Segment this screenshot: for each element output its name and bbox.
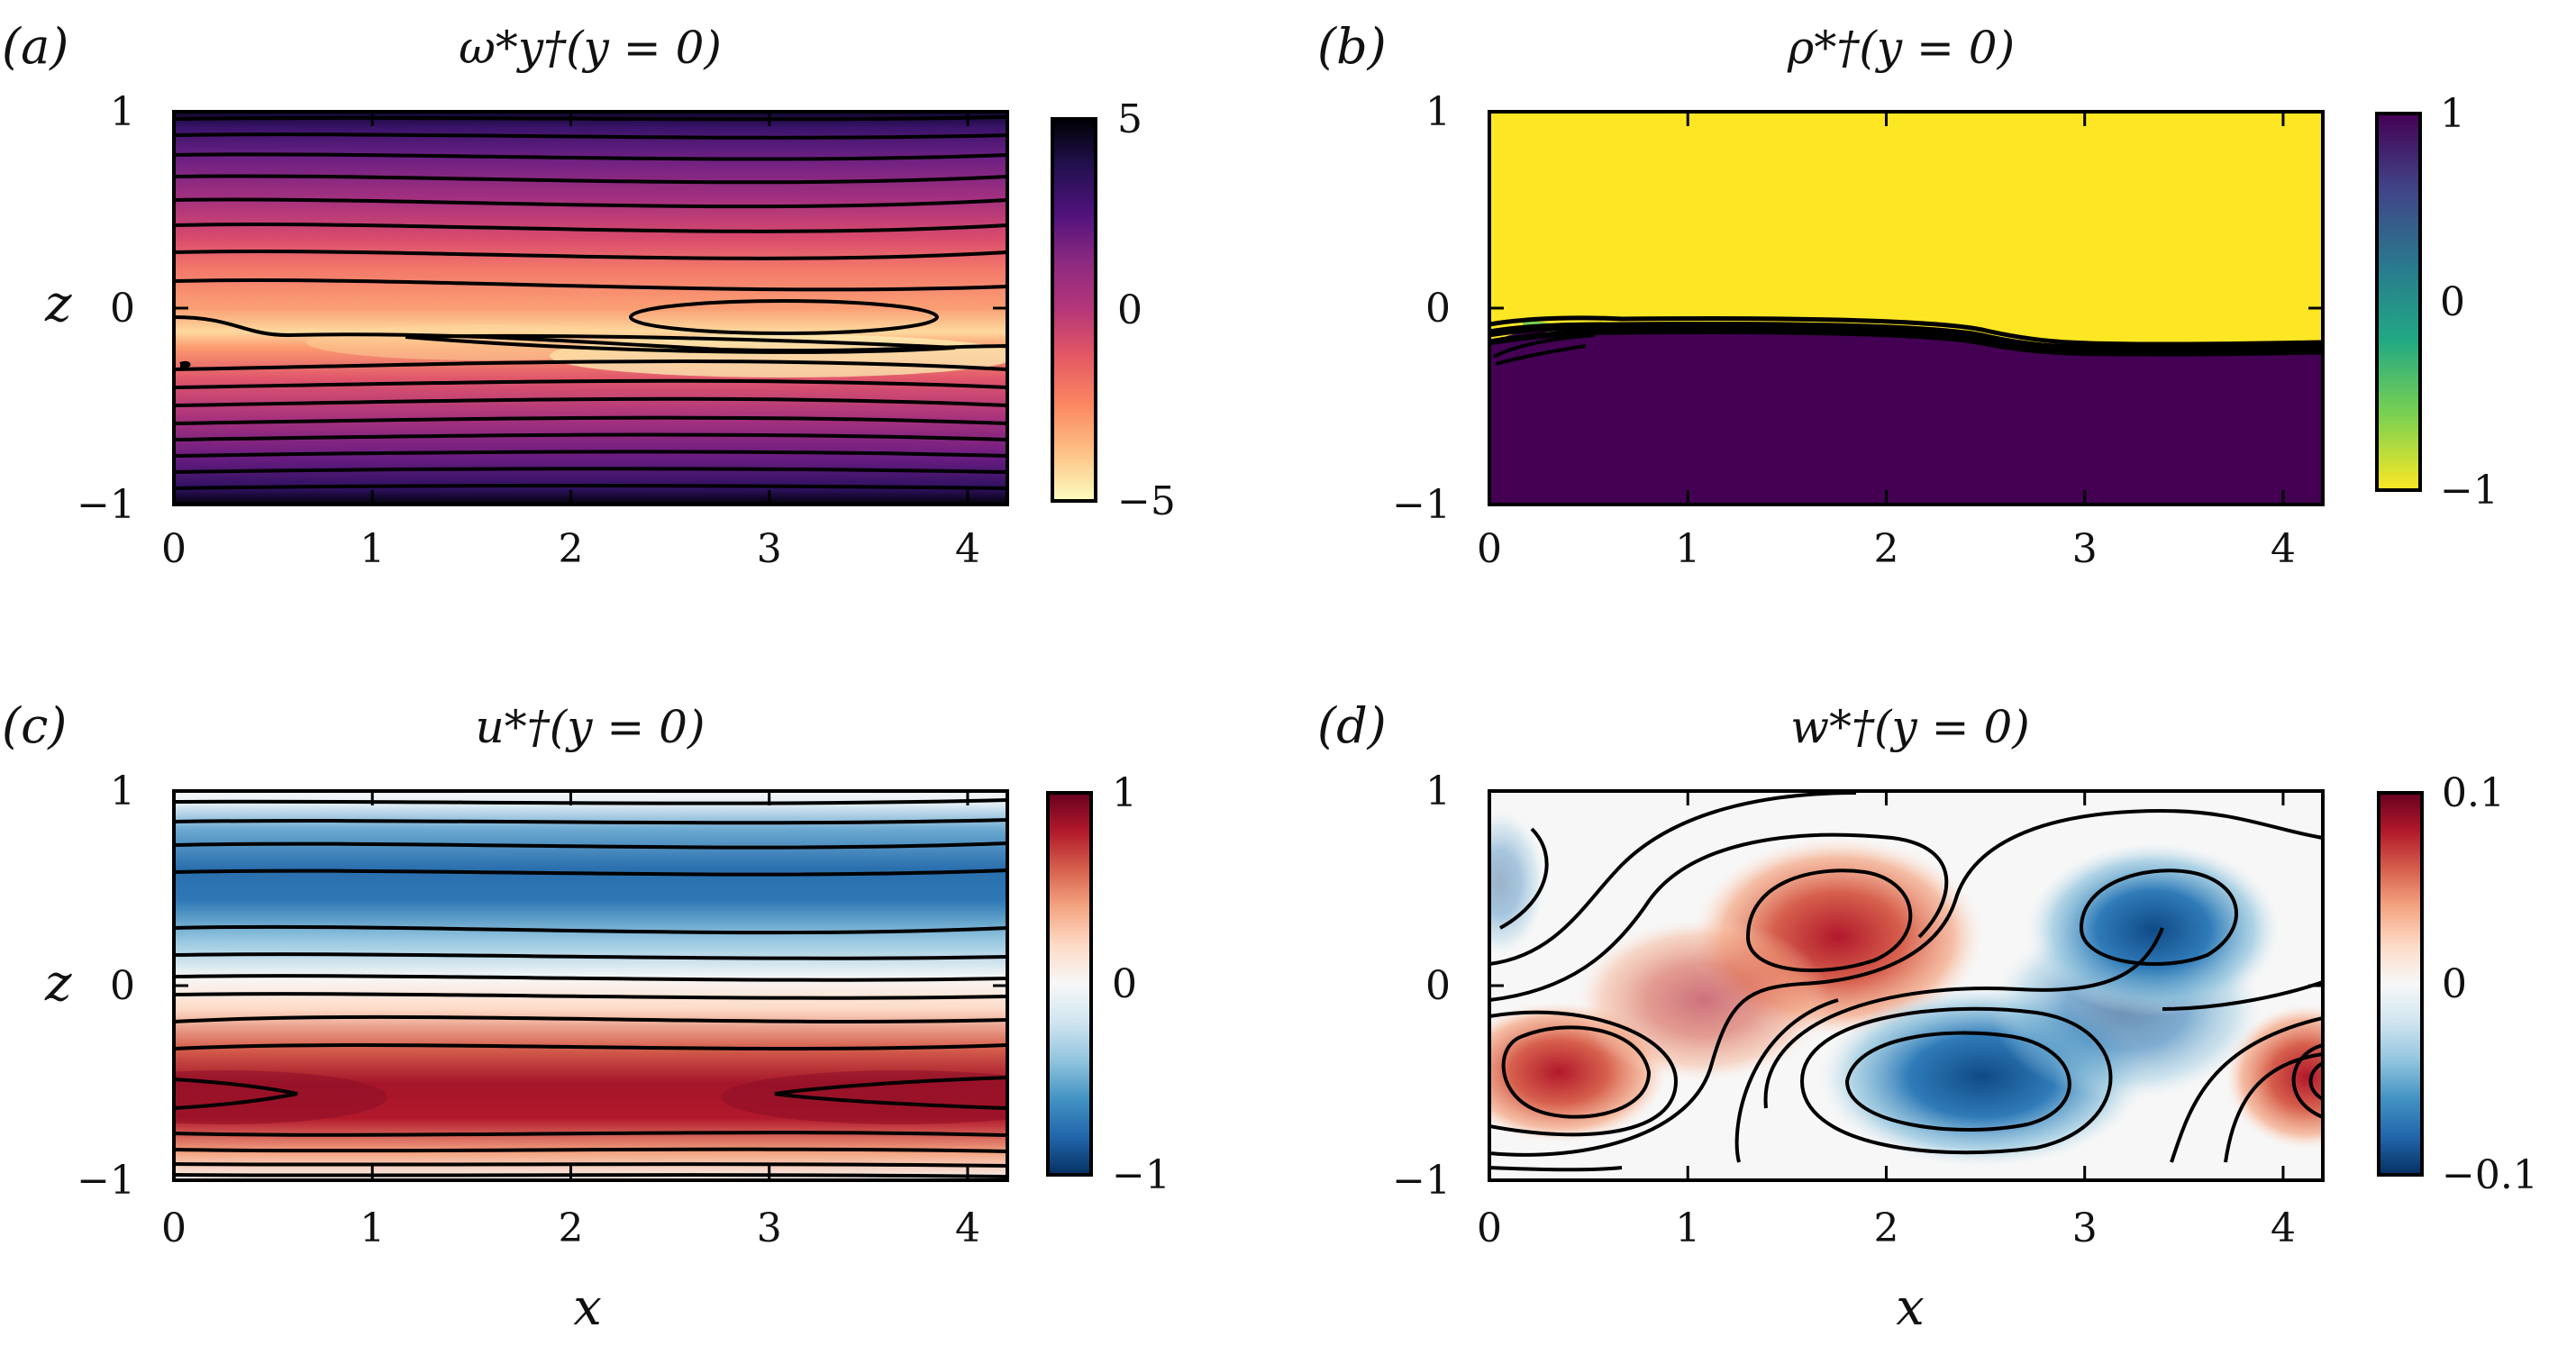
contour-lines-c xyxy=(174,798,1007,1178)
y-tick-label: 1 xyxy=(110,768,135,814)
x-tick-label: 4 xyxy=(2271,526,2296,572)
contour-lines-d xyxy=(1489,791,2323,1172)
panel-a: (a) ω*y†(y = 0) xyxy=(2,18,1176,572)
panel-label-a: (a) xyxy=(2,18,68,75)
x-tick-label: 4 xyxy=(955,1205,980,1251)
x-tick-label: 2 xyxy=(1873,526,1898,572)
x-ticks-c: 0 1 2 3 4 xyxy=(161,791,980,1251)
x-tick-label: 1 xyxy=(360,1205,385,1251)
x-tick-label: 3 xyxy=(757,1205,782,1251)
colorbar-tick-label: −1 xyxy=(1112,1152,1170,1198)
x-tick-label: 1 xyxy=(1675,526,1700,572)
colorbar-b xyxy=(2375,112,2422,492)
colorbar-tick-label: −0.1 xyxy=(2442,1152,2538,1198)
colorbar-tick-label: 0 xyxy=(2442,961,2467,1007)
x-tick-label: 4 xyxy=(955,526,980,572)
panel-c: (c) u*†(y = 0) 0 1 2 3 4 −1 0 1 xyxy=(2,697,1170,1337)
y-tick-label: −1 xyxy=(1392,1158,1451,1204)
x-ticks-d: 0 1 2 3 4 xyxy=(1477,791,2296,1251)
colorbar-c xyxy=(1046,791,1093,1177)
x-axis-label-c: x xyxy=(573,1278,602,1337)
y-tick-label: −1 xyxy=(77,482,135,528)
colorbar-ticks-b: 1 0 −1 xyxy=(2440,91,2499,514)
y-tick-label: 0 xyxy=(110,286,135,332)
panel-label-b: (b) xyxy=(1317,18,1387,75)
colorbar-tick-label: 5 xyxy=(1117,96,1142,142)
y-tick-label: 0 xyxy=(1425,963,1451,1009)
colorbar-tick-label: −1 xyxy=(2440,468,2499,514)
heatmap-field-a xyxy=(174,112,1007,505)
panel-label-d: (d) xyxy=(1317,697,1387,754)
y-axis-label-a: z xyxy=(44,275,72,333)
y-axis-label-c: z xyxy=(44,954,72,1013)
contour-lines-a xyxy=(174,115,1007,490)
x-tick-label: 3 xyxy=(757,526,782,572)
colorbar-ticks-c: 1 0 −1 xyxy=(1112,770,1170,1198)
panel-title-b: ρ*†(y = 0) xyxy=(1787,22,2015,74)
y-ticks-b: −1 0 1 xyxy=(1392,89,2323,528)
x-tick-label: 1 xyxy=(1675,1205,1700,1251)
y-tick-label: 1 xyxy=(1425,768,1451,814)
x-ticks-b: 0 1 2 3 4 xyxy=(1477,112,2296,572)
colorbar-tick-label: −5 xyxy=(1117,478,1176,524)
x-tick-label: 2 xyxy=(558,1205,583,1251)
panel-title-d: w*†(y = 0) xyxy=(1790,701,2030,753)
colorbar-tick-label: 1 xyxy=(2440,91,2465,137)
panel-title-c: u*†(y = 0) xyxy=(476,701,705,753)
colorbar-tick-label: 1 xyxy=(1112,770,1137,816)
y-ticks-c: −1 0 1 xyxy=(77,768,1007,1204)
x-tick-label: 2 xyxy=(558,526,583,572)
colorbar-d xyxy=(2377,791,2424,1177)
x-tick-label: 4 xyxy=(2271,1205,2296,1251)
x-tick-label: 0 xyxy=(161,1205,187,1251)
y-tick-label: 0 xyxy=(1425,286,1451,332)
y-tick-label: 1 xyxy=(1425,89,1451,135)
panel-d: (d) w*†(y = 0) xyxy=(1317,697,2538,1337)
y-ticks-a: −1 0 1 xyxy=(77,89,1007,528)
y-tick-label: 0 xyxy=(110,963,135,1009)
colorbar-tick-label: 0.1 xyxy=(2442,770,2505,816)
panel-title-a: ω*y†(y = 0) xyxy=(459,22,722,74)
panel-b: (b) ρ*†(y = 0) 0 1 2 3 4 −1 0 1 1 0 −1 xyxy=(1317,18,2499,572)
x-tick-label: 0 xyxy=(1477,526,1502,572)
x-axis-label-d: x xyxy=(1896,1278,1925,1337)
colorbar-ticks-a: 5 0 −5 xyxy=(1117,96,1176,524)
colorbar-ticks-d: 0.1 0 −0.1 xyxy=(2442,770,2538,1198)
x-tick-label: 0 xyxy=(161,526,187,572)
y-tick-label: 1 xyxy=(110,89,135,135)
heatmap-field-d xyxy=(1489,791,2323,1180)
heatmap-field-b xyxy=(1489,112,2323,505)
colorbar-a xyxy=(1051,117,1097,503)
heatmap-field-c xyxy=(174,791,1007,1180)
x-tick-label: 3 xyxy=(2072,1205,2098,1251)
colorbar-tick-label: 0 xyxy=(1112,961,1137,1007)
y-tick-label: −1 xyxy=(1392,482,1451,528)
y-ticks-d: −1 0 1 xyxy=(1392,768,2323,1204)
contour-lines-b xyxy=(1489,315,2323,366)
y-tick-label: −1 xyxy=(77,1158,135,1204)
panel-label-c: (c) xyxy=(2,697,67,754)
colorbar-tick-label: 0 xyxy=(1117,287,1142,333)
x-tick-label: 1 xyxy=(360,526,385,572)
x-ticks-a: 0 1 2 3 4 xyxy=(161,112,980,572)
x-tick-label: 3 xyxy=(2072,526,2098,572)
x-tick-label: 0 xyxy=(1477,1205,1502,1251)
x-tick-label: 2 xyxy=(1873,1205,1898,1251)
colorbar-tick-label: 0 xyxy=(2440,279,2465,325)
